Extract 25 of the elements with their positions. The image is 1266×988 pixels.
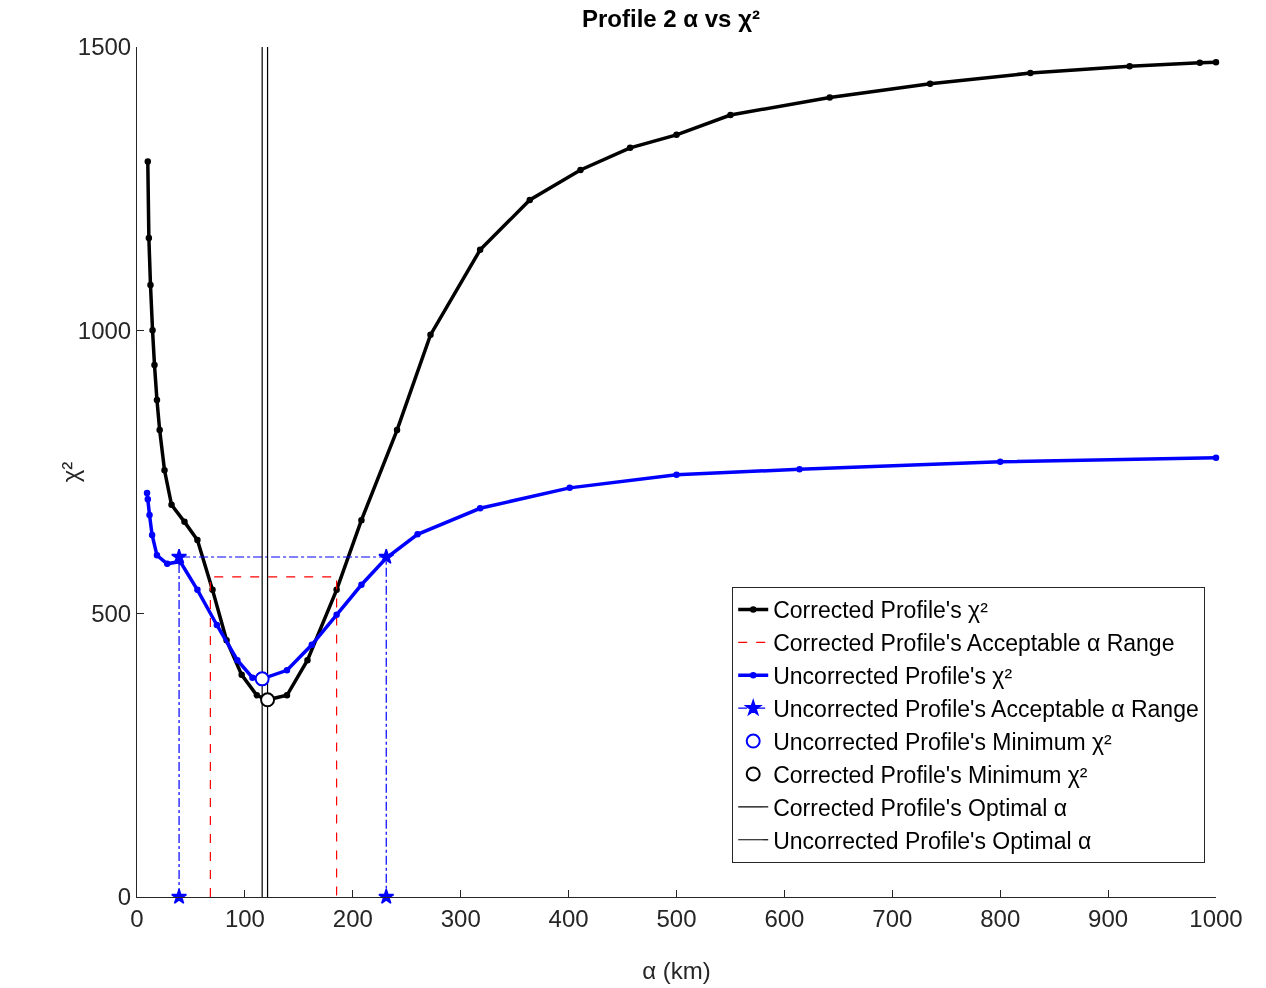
chart-title: Profile 2 α vs χ² — [582, 4, 760, 32]
x-tick-label: 100 — [224, 904, 265, 932]
x-tick-label: 500 — [656, 904, 697, 932]
legend-label: Uncorrected Profile's χ² — [773, 663, 1013, 690]
x-tick-label: 300 — [440, 904, 481, 932]
x-tick-label: 800 — [980, 904, 1021, 932]
legend-label: Corrected Profile's Optimal α — [773, 794, 1067, 821]
legend-label: Corrected Profile's Acceptable α Range — [773, 630, 1175, 657]
y-tick-label: 500 — [91, 600, 132, 628]
legend-label: Uncorrected Profile's Minimum χ² — [773, 729, 1113, 756]
x-tick-label: 1000 — [1189, 904, 1243, 932]
x-tick-label: 400 — [548, 904, 589, 932]
y-tick-label: 1500 — [77, 33, 132, 61]
legend-label: Corrected Profile's Minimum χ² — [773, 761, 1088, 788]
legend-label: Corrected Profile's χ² — [773, 597, 989, 624]
legend-label: Uncorrected Profile's Optimal α — [773, 827, 1092, 854]
y-tick-label: 1000 — [77, 316, 132, 344]
x-tick-label: 900 — [1088, 904, 1129, 932]
y-axis-title: χ² — [57, 461, 84, 483]
x-tick-label: 200 — [332, 904, 373, 932]
legend-label: Uncorrected Profile's Acceptable α Range — [773, 696, 1199, 723]
x-tick-label: 700 — [872, 904, 913, 932]
y-tick-label: 0 — [117, 883, 132, 911]
x-tick-label: 600 — [764, 904, 805, 932]
x-axis-title: α (km) — [642, 957, 711, 984]
